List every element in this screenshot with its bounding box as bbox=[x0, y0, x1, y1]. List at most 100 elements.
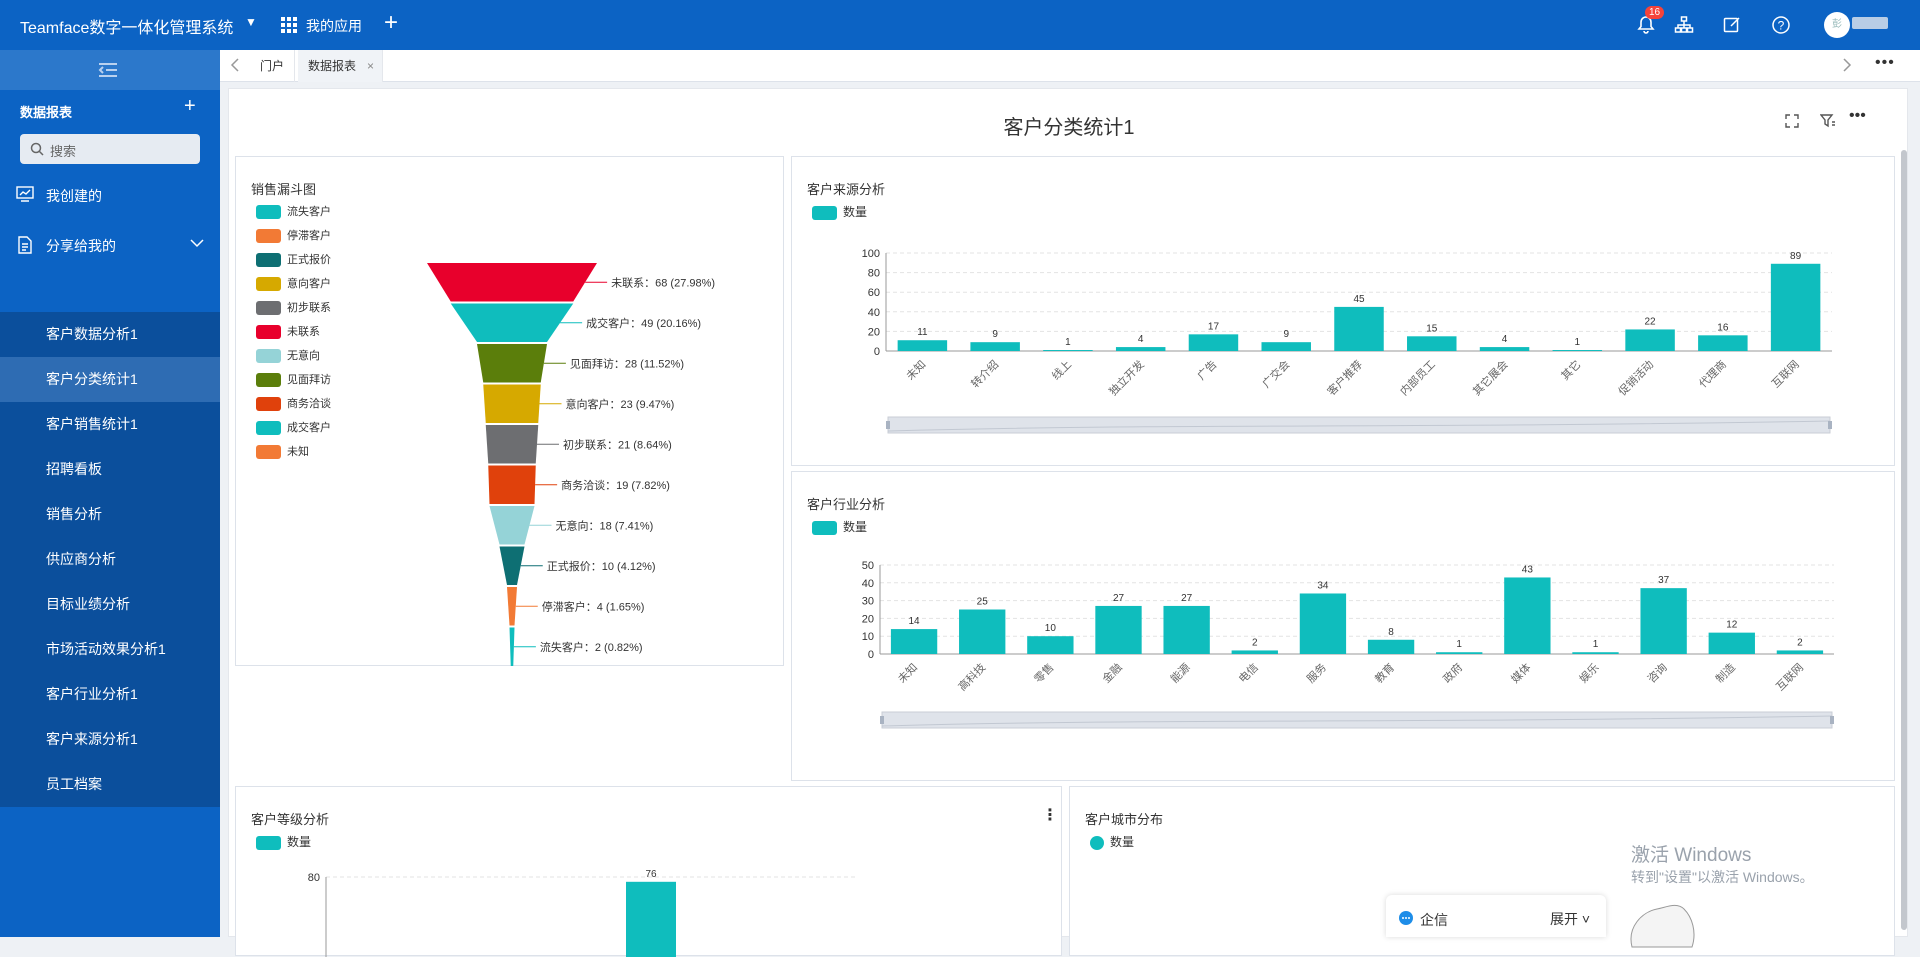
caret-down-icon[interactable]: ▼ bbox=[245, 15, 257, 29]
apps-grid-icon[interactable] bbox=[281, 17, 297, 33]
qixin-chat-widget[interactable]: 企信 展开 ˅ bbox=[1386, 895, 1606, 937]
x-tick-label: 制造 bbox=[1712, 660, 1737, 685]
sidebar-my-created[interactable]: 我创建的 bbox=[0, 175, 220, 215]
y-tick-label: 40 bbox=[868, 307, 880, 319]
qixin-expand-button[interactable]: 展开 ˅ bbox=[1550, 911, 1591, 927]
tab-portal[interactable]: 门户 bbox=[250, 50, 296, 82]
more-icon[interactable]: ••• bbox=[1849, 107, 1866, 124]
sidebar-item-report[interactable]: 员工档案 bbox=[46, 776, 102, 792]
legend-label: 正式报价 bbox=[287, 254, 331, 266]
edit-icon[interactable] bbox=[1722, 15, 1742, 35]
bar bbox=[1027, 636, 1074, 654]
y-tick-label: 80 bbox=[868, 268, 880, 280]
city-legend[interactable]: 数量 bbox=[1090, 833, 1134, 850]
data-zoom-handle bbox=[886, 421, 890, 429]
funnel-label: 初步联系：21 (8.64%) bbox=[563, 437, 672, 451]
legend-label: 无意向 bbox=[287, 350, 320, 362]
legend-item[interactable]: 流失客户 bbox=[256, 205, 331, 220]
legend-item[interactable]: 初步联系 bbox=[256, 301, 331, 316]
chevron-left-icon[interactable] bbox=[230, 57, 240, 73]
x-tick-label: 政府 bbox=[1440, 660, 1465, 685]
china-map-shape bbox=[1630, 904, 1695, 948]
funnel-segment bbox=[509, 627, 515, 666]
add-report-icon[interactable]: + bbox=[184, 95, 196, 117]
content-scrollbar[interactable] bbox=[1901, 150, 1907, 930]
bar-value-label: 76 bbox=[645, 869, 657, 880]
help-icon[interactable]: ? bbox=[1771, 15, 1791, 35]
close-icon[interactable]: × bbox=[367, 59, 375, 73]
sidebar-item-report[interactable]: 目标业绩分析 bbox=[46, 596, 130, 612]
x-tick-label: 媒体 bbox=[1508, 660, 1533, 685]
x-tick-label: 转介绍 bbox=[968, 357, 1001, 390]
org-chart-icon[interactable] bbox=[1674, 15, 1694, 35]
legend-item[interactable]: 成交客户 bbox=[256, 421, 331, 436]
bar-value-label: 15 bbox=[1426, 323, 1438, 334]
bar-value-label: 25 bbox=[977, 597, 989, 608]
sidebar-item-report[interactable]: 招聘看板 bbox=[46, 461, 102, 477]
source-legend[interactable]: 数量 bbox=[812, 203, 867, 220]
x-tick-label: 娱乐 bbox=[1576, 660, 1601, 685]
tab-data-report[interactable]: 数据报表 × bbox=[298, 50, 384, 82]
x-tick-label: 服务 bbox=[1304, 661, 1329, 686]
legend-item[interactable]: 未知 bbox=[256, 445, 309, 460]
legend-swatch bbox=[812, 205, 837, 220]
chevron-right-icon[interactable] bbox=[1842, 57, 1852, 73]
sidebar-shared-with-me[interactable]: 分享给我的 bbox=[0, 225, 220, 265]
bar bbox=[890, 629, 938, 654]
sidebar-item-report[interactable]: 客户行业分析1 bbox=[46, 686, 138, 702]
avatar[interactable]: 彭 bbox=[1824, 12, 1850, 38]
legend-swatch bbox=[256, 445, 281, 460]
bar bbox=[1163, 605, 1210, 654]
more-vertical-icon[interactable]: ⋮ bbox=[1042, 807, 1058, 824]
bar-value-label: 11 bbox=[917, 327, 928, 338]
legend-item[interactable]: 无意向 bbox=[256, 349, 320, 364]
sidebar-item-report[interactable]: 客户销售统计1 bbox=[46, 416, 138, 432]
sidebar-collapse-bar[interactable] bbox=[0, 50, 220, 90]
sidebar-item-report[interactable]: 客户分类统计1 bbox=[0, 357, 220, 402]
legend-item[interactable]: 见面拜访 bbox=[256, 373, 331, 388]
chat-icon bbox=[1399, 911, 1413, 925]
chevron-down-icon[interactable] bbox=[190, 238, 204, 248]
legend-item[interactable]: 未联系 bbox=[256, 325, 320, 340]
fullscreen-icon[interactable] bbox=[1784, 113, 1800, 129]
sidebar-item-report[interactable]: 供应商分析 bbox=[46, 551, 116, 567]
x-tick-label: 能源 bbox=[1167, 660, 1192, 685]
app-title[interactable]: Teamface数字一体化管理系统 bbox=[20, 20, 234, 37]
bar bbox=[1572, 652, 1619, 654]
bar bbox=[1436, 652, 1483, 654]
sidebar-item-report[interactable]: 市场活动效果分析1 bbox=[46, 641, 166, 657]
legend-item[interactable]: 正式报价 bbox=[256, 253, 331, 268]
legend-swatch bbox=[256, 835, 281, 850]
chart-monitor-icon bbox=[16, 186, 34, 202]
sidebar: 数据报表 + 搜索 我创建的 分享给我的 客户数据分析1 客户分类统计1 客户销售统… bbox=[0, 50, 220, 937]
funnel-label: 无意向：18 (7.41%) bbox=[556, 518, 654, 532]
y-tick-label: 100 bbox=[862, 248, 880, 260]
legend-item[interactable]: 意向客户 bbox=[256, 277, 331, 292]
add-icon[interactable]: + bbox=[384, 9, 399, 36]
sidebar-item-report[interactable]: 客户数据分析1 bbox=[46, 326, 138, 342]
sidebar-item-report[interactable]: 客户来源分析1 bbox=[46, 731, 138, 747]
collapse-menu-icon[interactable] bbox=[97, 62, 119, 78]
more-icon[interactable]: ••• bbox=[1875, 54, 1895, 71]
y-tick-label: 10 bbox=[862, 631, 874, 643]
notification-badge[interactable]: 16 bbox=[1645, 6, 1665, 19]
level-legend[interactable]: 数量 bbox=[256, 833, 311, 850]
sidebar-item-report[interactable]: 销售分析 bbox=[46, 506, 102, 522]
bar-value-label: 16 bbox=[1717, 322, 1729, 333]
x-tick-label: 教育 bbox=[1372, 660, 1397, 685]
bar bbox=[1367, 639, 1415, 654]
bar-value-label: 37 bbox=[1658, 575, 1670, 586]
x-tick-label: 客户推荐 bbox=[1324, 357, 1365, 398]
funnel-title: 销售漏斗图 bbox=[251, 182, 317, 197]
filter-icon[interactable] bbox=[1820, 113, 1836, 129]
y-tick-label: 30 bbox=[862, 596, 874, 608]
legend-item[interactable]: 商务洽谈 bbox=[256, 397, 331, 412]
bar-value-label: 17 bbox=[1208, 321, 1220, 332]
bar-value-label: 14 bbox=[909, 616, 921, 627]
user-name-blurred[interactable] bbox=[1852, 17, 1888, 29]
industry-legend[interactable]: 数量 bbox=[812, 518, 867, 535]
legend-item[interactable]: 停滞客户 bbox=[256, 229, 331, 244]
bar-value-label: 27 bbox=[1181, 593, 1193, 604]
sidebar-search-input[interactable]: 搜索 bbox=[20, 134, 200, 164]
my-apps-link[interactable]: 我的应用 bbox=[306, 18, 362, 34]
